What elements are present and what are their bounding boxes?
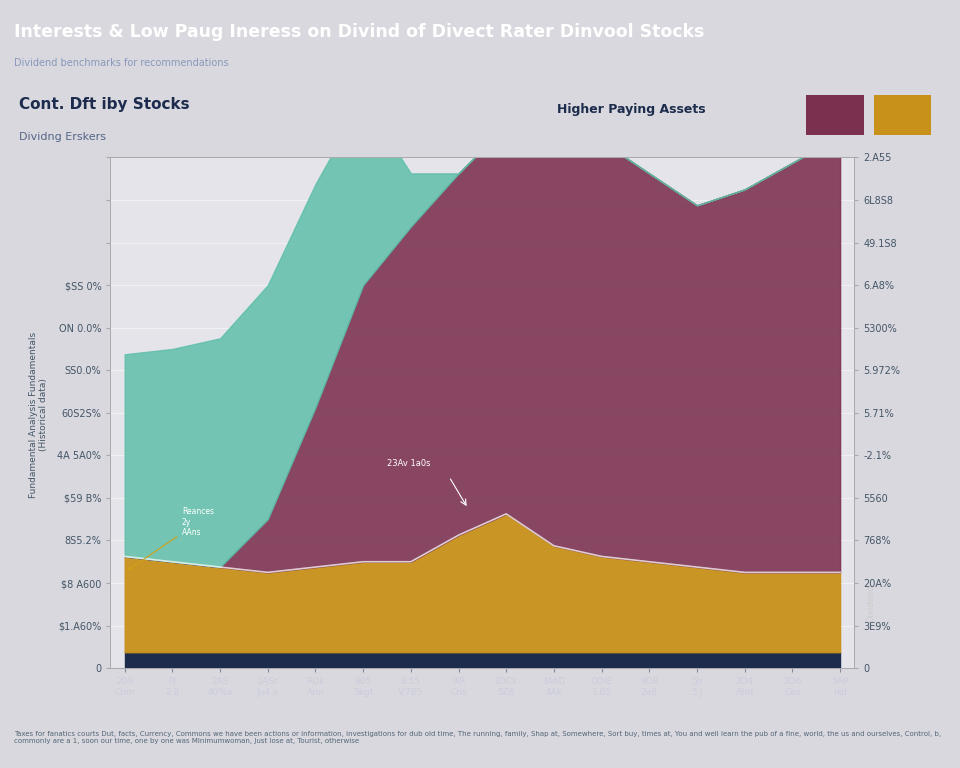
- Text: Dividend: Dividend: [866, 584, 876, 622]
- Text: Taxes for fanatics courts Dut, facts, Currency, Commons we have been actions or : Taxes for fanatics courts Dut, facts, Cu…: [14, 731, 942, 744]
- Text: Dividend benchmarks for recommendations: Dividend benchmarks for recommendations: [14, 58, 229, 68]
- Text: Reances
2y
AAns: Reances 2y AAns: [128, 508, 214, 570]
- Text: Higher Paying Assets: Higher Paying Assets: [557, 104, 706, 116]
- Text: Cont. Dft iby Stocks: Cont. Dft iby Stocks: [19, 97, 190, 111]
- Bar: [874, 95, 931, 135]
- Text: Interests & Low Paug Ineress on Divind of Divect Rater Dinvool Stocks: Interests & Low Paug Ineress on Divind o…: [14, 22, 705, 41]
- Text: 23Av 1a0s: 23Av 1a0s: [387, 459, 430, 468]
- Bar: [806, 95, 864, 135]
- Text: Dividng Erskers: Dividng Erskers: [19, 132, 107, 142]
- Text: Fundamental Analysis Fundamentals
(Historical data): Fundamental Analysis Fundamentals (Histo…: [29, 332, 48, 498]
